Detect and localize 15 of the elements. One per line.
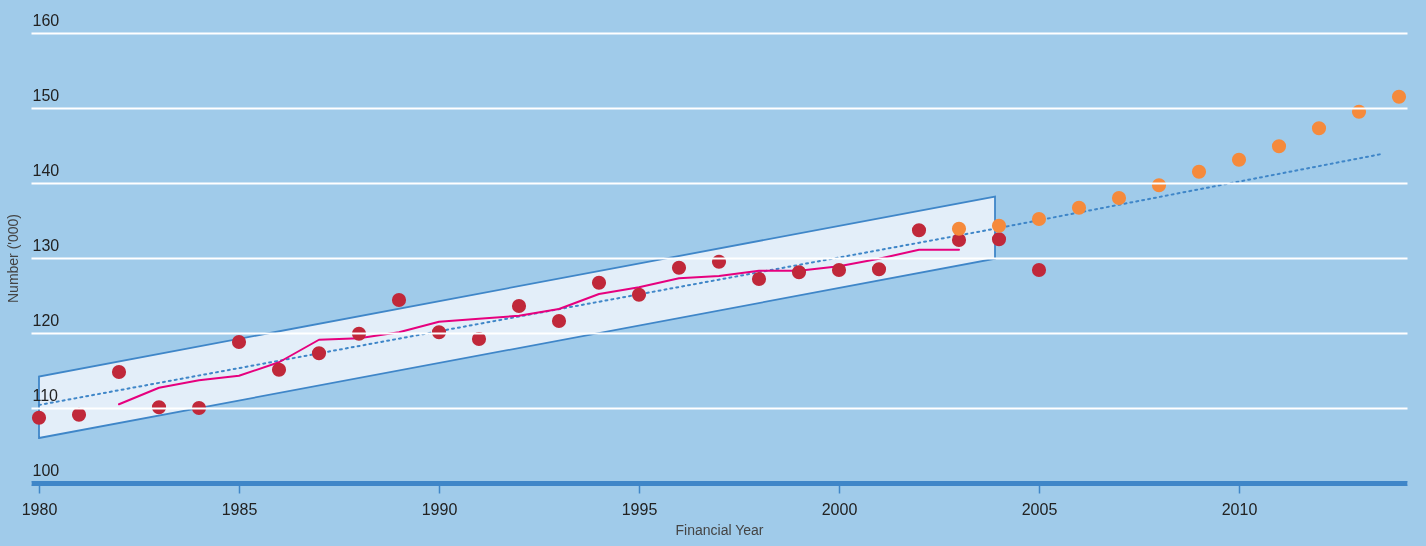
x-axis-title: Financial Year [675, 521, 764, 538]
x-tick-label: 2005 [1021, 500, 1058, 518]
y-tick-label: 140 [32, 161, 60, 179]
y-tick-label: 130 [32, 236, 60, 254]
x-tick-label: 1995 [621, 500, 658, 518]
y-axis-title: Number ('000) [4, 213, 21, 304]
y-tick-label: 150 [32, 86, 60, 104]
y-tick-label: 160 [32, 11, 60, 29]
y-tick-label: 120 [32, 311, 60, 329]
y-tick-label: 100 [32, 461, 60, 479]
x-tick-label: 1985 [221, 500, 258, 518]
x-tick-label: 2010 [1221, 500, 1258, 518]
x-tick-label: 1990 [421, 500, 458, 518]
x-tick-label: 1980 [21, 500, 58, 518]
x-tick-label: 2000 [821, 500, 858, 518]
